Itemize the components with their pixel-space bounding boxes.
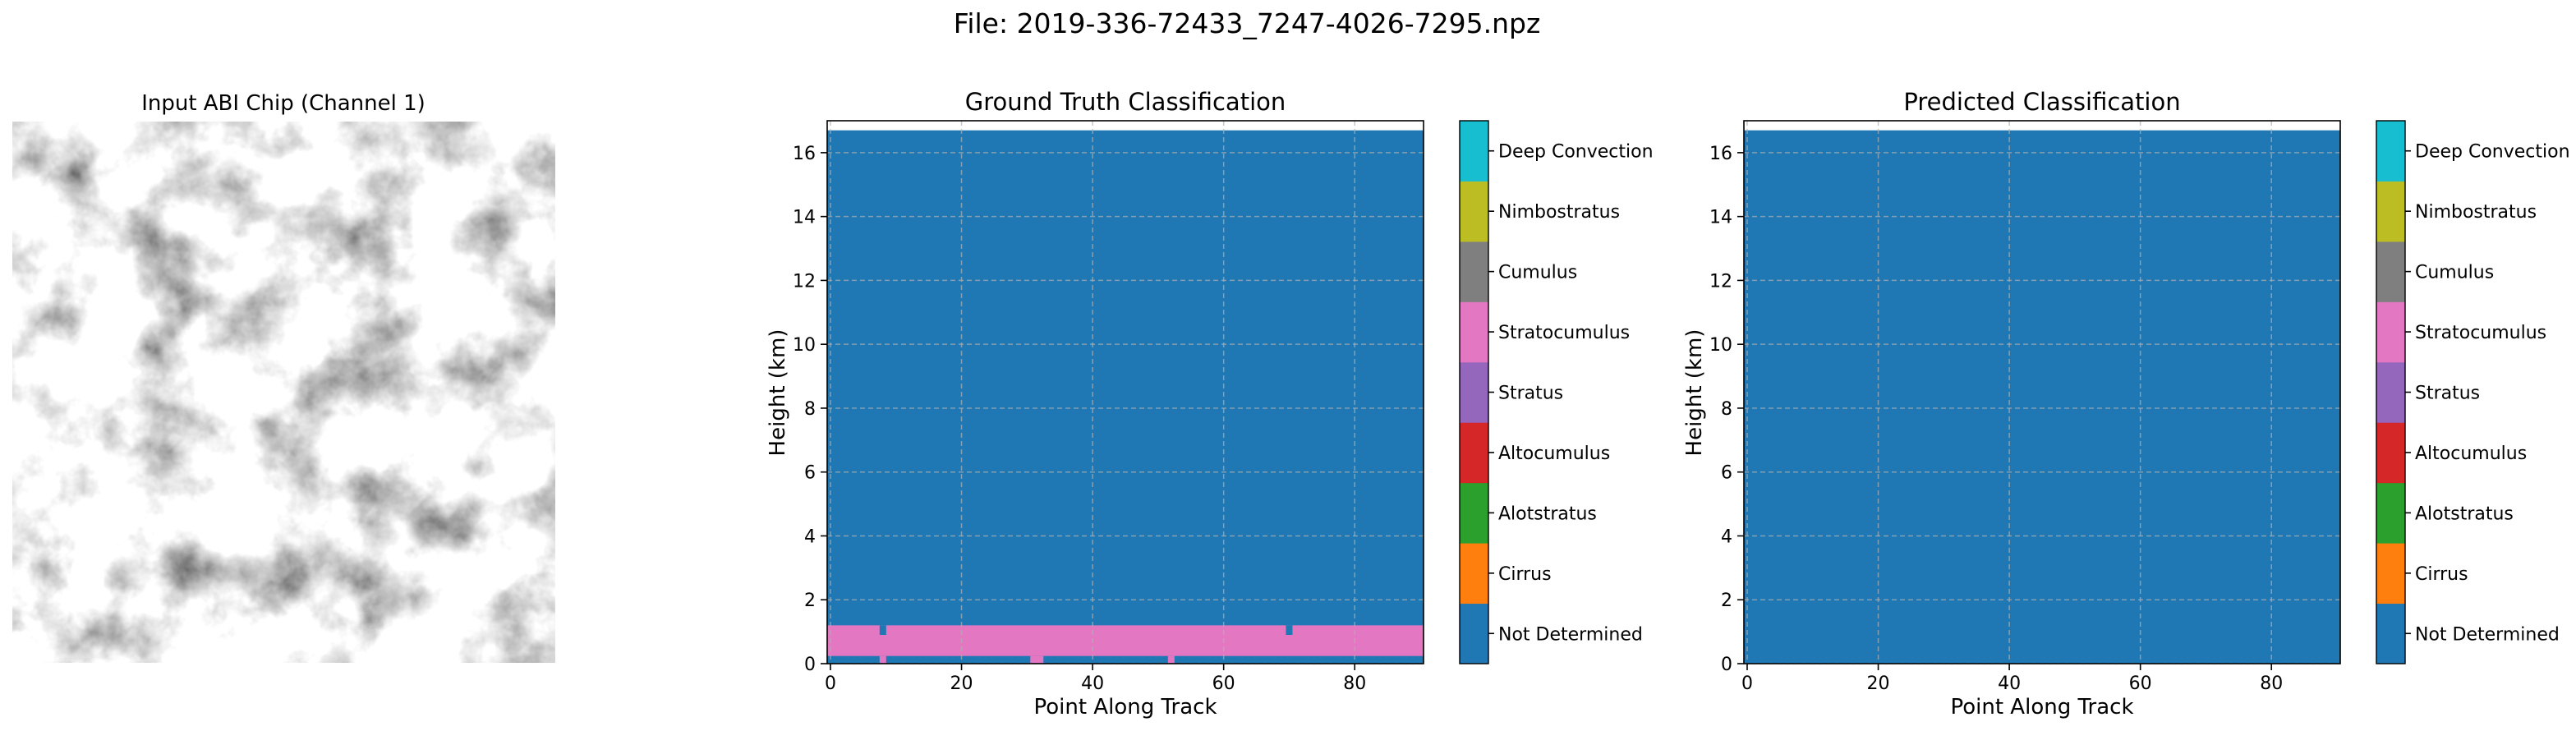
predicted-panel: Predicted Classification 0 20 40 60 80 0 2 4 6 8…	[1682, 88, 2570, 720]
predicted-colorbar-label: Alotstratus	[2415, 503, 2514, 524]
predicted-colorbar-label: Deep Convection	[2415, 142, 2570, 163]
predicted-colorbar-frame	[2376, 120, 2406, 664]
ground-truth-colorbar-label: Cirrus	[1498, 564, 1552, 585]
ground-truth-title: Ground Truth Classification	[965, 88, 1286, 116]
ground-truth-colorbar-label: Alotstratus	[1498, 503, 1597, 524]
ground-truth-colorbar-swatch-stratocumulus	[1460, 301, 1488, 363]
ground-truth-colorbar-label: Stratus	[1498, 384, 1563, 404]
ground-truth-colorbar-swatch-cumulus	[1460, 241, 1488, 302]
predicted-colorbar-swatch-altocumulus	[2376, 422, 2405, 484]
ground-truth-y-axis: 0 2 4 6 8 10 12 14 16	[793, 144, 827, 675]
predicted-colorbar-swatch-deep-convection	[2376, 121, 2405, 182]
ground-truth-y-axis-label: Height (km)	[766, 329, 790, 457]
ground-truth-y-tick-label: 0	[804, 655, 816, 675]
ground-truth-y-tick-label: 12	[793, 271, 816, 292]
ground-truth-x-tick-label: 80	[1343, 674, 1366, 694]
ground-truth-colorbar-swatch-deep-convection	[1460, 121, 1488, 182]
ground-truth-x-axis: 0 20 40 60 80	[825, 664, 1366, 694]
ground-truth-x-axis-label: Point Along Track	[1033, 695, 1217, 720]
predicted-frame	[1743, 120, 2341, 664]
predicted-x-tick-label: 60	[2129, 674, 2152, 694]
input-image-panel: Input ABI Chip (Channel 1)	[12, 91, 555, 663]
predicted-colorbar-swatch-nimbostratus	[2376, 181, 2405, 242]
ground-truth-colorbar-swatch-stratus	[1460, 361, 1488, 423]
ground-truth-x-tick-label: 0	[825, 674, 836, 694]
predicted-colorbar: Not Determined Cirrus Alotstratus Altocumul…	[2376, 120, 2570, 664]
predicted-y-tick-label: 14	[1709, 208, 1732, 228]
ground-truth-plot-area	[826, 120, 1424, 664]
predicted-y-tick-label: 10	[1709, 335, 1732, 356]
predicted-background-fill	[1744, 130, 2340, 664]
predicted-y-tick-label: 0	[1721, 655, 1732, 675]
ground-truth-region-stratocumulus	[827, 625, 1424, 656]
predicted-y-tick-label: 4	[1721, 526, 1732, 547]
predicted-colorbar-label: Stratus	[2415, 384, 2480, 404]
predicted-y-tick-label: 2	[1721, 591, 1732, 611]
predicted-colorbar-swatch-stratocumulus	[2376, 301, 2405, 363]
predicted-y-axis: 0 2 4 6 8 10 12 14 16	[1709, 144, 1744, 675]
predicted-x-axis-label: Point Along Track	[1950, 695, 2133, 720]
ground-truth-colorbar-swatch-cirrus	[1460, 543, 1488, 605]
predicted-x-tick-label: 0	[1741, 674, 1753, 694]
ground-truth-colorbar-label: Not Determined	[1498, 624, 1643, 645]
ground-truth-x-tick-label: 40	[1081, 674, 1104, 694]
ground-truth-x-tick-label: 20	[950, 674, 973, 694]
predicted-x-axis: 0 20 40 60 80	[1741, 664, 2283, 694]
ground-truth-panel: Ground Truth Classification 0 20 40 60 80 0 2…	[766, 88, 1654, 720]
predicted-y-tick-label: 6	[1721, 463, 1732, 484]
ground-truth-region-stratocumulus	[1167, 655, 1175, 664]
predicted-colorbar-label: Cumulus	[2415, 263, 2494, 283]
ground-truth-background-fill	[827, 130, 1424, 664]
predicted-y-tick-label: 12	[1709, 271, 1732, 292]
predicted-y-tick-label: 8	[1721, 399, 1732, 420]
ground-truth-y-tick-label: 2	[804, 591, 816, 611]
input-abi-image	[12, 122, 555, 663]
predicted-title: Predicted Classification	[1903, 88, 2180, 116]
predicted-colorbar-swatch-not-determined	[2376, 603, 2405, 664]
predicted-colorbar-swatch-cirrus	[2376, 543, 2405, 605]
ground-truth-colorbar-label: Deep Convection	[1498, 142, 1654, 163]
ground-truth-colorbar-frame	[1459, 120, 1489, 664]
ground-truth-y-tick-label: 8	[804, 399, 816, 420]
predicted-colorbar-label: Not Determined	[2415, 624, 2560, 645]
ground-truth-y-tick-label: 4	[804, 526, 816, 547]
predicted-colorbar-label: Cirrus	[2415, 564, 2468, 585]
ground-truth-colorbar-label: Cumulus	[1498, 263, 1577, 283]
predicted-y-tick-label: 16	[1709, 144, 1732, 164]
predicted-y-axis-label: Height (km)	[1682, 329, 1707, 457]
ground-truth-colorbar-swatch-nimbostratus	[1460, 181, 1488, 242]
predicted-colorbar-label: Altocumulus	[2415, 444, 2527, 464]
ground-truth-y-tick-label: 6	[804, 463, 816, 484]
ground-truth-colorbar-swatch-not-determined	[1460, 603, 1488, 664]
predicted-x-tick-label: 40	[1998, 674, 2021, 694]
ground-truth-colorbar-label: Nimbostratus	[1498, 202, 1620, 223]
ground-truth-frame	[826, 120, 1424, 664]
predicted-plot-area	[1743, 120, 2341, 664]
predicted-x-tick-label: 80	[2260, 674, 2283, 694]
ground-truth-region-stratocumulus	[1030, 655, 1044, 664]
ground-truth-x-tick-label: 60	[1212, 674, 1235, 694]
predicted-colorbar-swatch-alotstratus	[2376, 482, 2405, 544]
ground-truth-colorbar-label: Altocumulus	[1498, 444, 1610, 464]
ground-truth-y-tick-label: 14	[793, 208, 816, 228]
ground-truth-y-tick-label: 10	[793, 335, 816, 356]
ground-truth-colorbar: Not Determined Cirrus Alotstratus Altocumul…	[1459, 120, 1654, 664]
ground-truth-region-not-determined	[879, 625, 886, 636]
ground-truth-region-not-determined	[1286, 625, 1293, 636]
predicted-colorbar-label: Stratocumulus	[2415, 323, 2546, 343]
predicted-colorbar-label: Nimbostratus	[2415, 202, 2537, 223]
predicted-x-tick-label: 20	[1867, 674, 1890, 694]
figure-title: File: 2019-336-72433_7247-4026-7295.npz	[954, 7, 1541, 39]
ground-truth-colorbar-swatch-altocumulus	[1460, 422, 1488, 484]
input-panel-title: Input ABI Chip (Channel 1)	[141, 91, 426, 116]
ground-truth-colorbar-label: Stratocumulus	[1498, 323, 1630, 343]
ground-truth-colorbar-swatch-alotstratus	[1460, 482, 1488, 544]
ground-truth-y-tick-label: 16	[793, 144, 816, 164]
predicted-colorbar-swatch-stratus	[2376, 361, 2405, 423]
ground-truth-region-stratocumulus	[879, 655, 886, 664]
predicted-colorbar-swatch-cumulus	[2376, 241, 2405, 302]
